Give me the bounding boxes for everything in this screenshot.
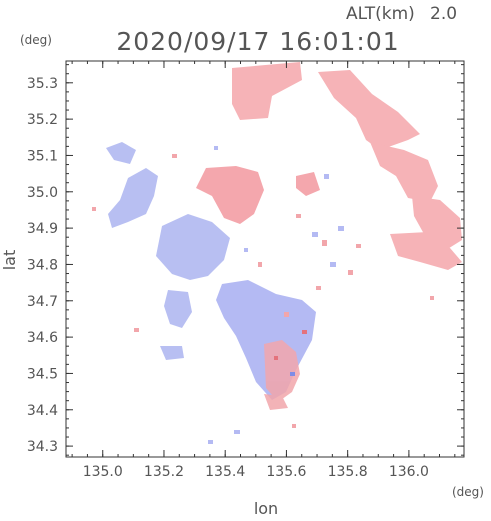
x-unit-label: (deg)	[452, 485, 484, 499]
altitude-value: 2.0	[430, 4, 457, 24]
axis-ticks: 135.0 135.2 135.4 135.6 135.8 136.0 34.3 34.4 34…	[27, 61, 464, 480]
echo-receding-north	[232, 62, 462, 270]
plot-frame	[65, 60, 465, 458]
y-tick-label: 34.8	[27, 257, 58, 273]
velocity-echo-field	[92, 62, 462, 444]
y-tick-label: 35.0	[27, 185, 58, 201]
y-tick-label: 34.5	[27, 366, 58, 382]
altitude-readout: ALT(km) 2.0	[346, 4, 457, 24]
y-tick-label: 34.4	[27, 403, 58, 419]
x-tick-label: 135.6	[266, 464, 306, 480]
echo-receding-south	[264, 340, 300, 410]
y-tick-label: 34.7	[27, 294, 58, 310]
x-tick-label: 135.0	[83, 464, 123, 480]
y-unit-label: (deg)	[20, 33, 52, 47]
echo-receding-central	[196, 166, 320, 224]
timestamp-title: 2020/09/17 16:01:01	[116, 27, 399, 56]
y-tick-label: 34.3	[27, 439, 58, 455]
y-tick-label: 34.9	[27, 221, 58, 237]
echo-speckle	[92, 146, 434, 444]
y-axis-title: lat	[0, 250, 19, 271]
y-tick-label: 35.1	[27, 148, 58, 164]
x-tick-label: 135.8	[328, 464, 368, 480]
y-tick-label: 34.6	[27, 330, 58, 346]
echo-approaching-west	[106, 142, 230, 360]
y-tick-label: 35.3	[27, 76, 58, 92]
y-tick-label: 35.2	[27, 112, 58, 128]
x-tick-label: 135.4	[205, 464, 245, 480]
x-tick-label: 136.0	[389, 464, 429, 480]
x-axis-title: lon	[254, 499, 278, 518]
x-tick-label: 135.2	[144, 464, 184, 480]
altitude-label: ALT(km)	[346, 4, 415, 24]
